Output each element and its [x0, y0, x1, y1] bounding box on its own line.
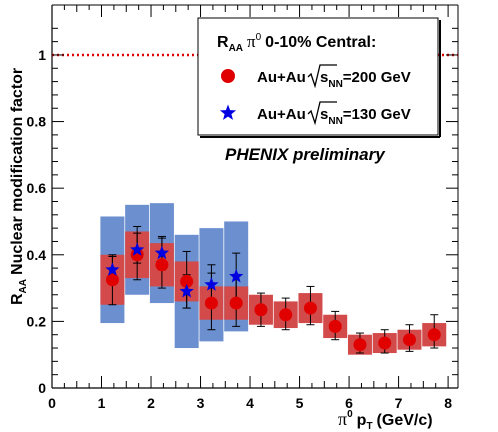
x-tick-label: 3 [197, 395, 205, 411]
point-130 [204, 277, 219, 291]
x-tick-label: 1 [98, 395, 106, 411]
y-tick-label: 0.4 [27, 247, 47, 263]
point-200 [427, 328, 441, 342]
point-200 [130, 248, 144, 262]
legend-label-200: Au+Au [257, 69, 306, 86]
legend-label-130: Au+Au [257, 106, 306, 123]
point-200 [254, 303, 268, 317]
x-tick-label: 6 [345, 395, 353, 411]
point-130 [179, 283, 194, 298]
y-tick-label: 0.6 [27, 180, 47, 196]
point-130 [130, 242, 145, 256]
y-tick-label: 1 [38, 47, 46, 63]
ticks-group: 0 1 2 3 4 5 6 7 8 0 0.2 0.4 0.6 0.8 1 [27, 5, 458, 411]
legend-marker-200 [221, 69, 235, 83]
legend-box [197, 17, 439, 136]
point-130 [229, 268, 244, 283]
legend-marker-130 [219, 104, 237, 120]
legend-sqrt-130 [307, 101, 337, 126]
point-200 [180, 274, 194, 288]
y-axis-title: RAANuclear modification factor [9, 68, 29, 305]
point-200 [155, 258, 169, 272]
x-tick-label: 0 [48, 395, 56, 411]
point-200 [204, 296, 218, 310]
point-200 [229, 296, 243, 310]
x-tick-label: 7 [395, 395, 403, 411]
y-tick-label: 0.2 [27, 313, 47, 329]
y-tick-label: 0 [38, 380, 46, 396]
point-200 [303, 301, 317, 315]
point-200 [402, 333, 416, 347]
point-200 [105, 273, 119, 287]
legend-sqrt-content-130: sNN=130 GeV [320, 106, 411, 127]
point-130 [154, 245, 169, 260]
point-200 [378, 336, 392, 350]
legend-sqrt-content-200: sNN=200 GeV [320, 69, 411, 90]
x-tick-label: 4 [246, 395, 254, 411]
legend-title: RAA π0 0-10% Central: [217, 32, 376, 54]
annotation-text: PHENIX preliminary [225, 145, 386, 164]
point-130 [105, 262, 120, 276]
point-200 [353, 338, 367, 352]
y-tick-label: 0.8 [27, 114, 47, 130]
x-tick-label: 5 [296, 395, 304, 411]
point-200 [279, 308, 293, 322]
markers-group [105, 242, 441, 352]
x-axis-title: π0 pT (GeV/c) [338, 409, 433, 432]
x-tick-label: 8 [444, 395, 452, 411]
legend-sqrt-200 [307, 64, 337, 89]
point-200 [328, 319, 342, 333]
x-tick-label: 2 [147, 395, 155, 411]
